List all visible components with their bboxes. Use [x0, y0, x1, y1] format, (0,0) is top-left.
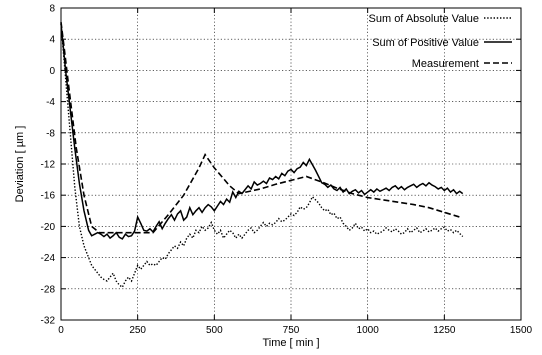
y-tick-label: -20: [41, 222, 56, 233]
legend-label-measurement: Measurement: [412, 58, 479, 70]
y-tick-label: -16: [41, 191, 56, 202]
y-tick-label: -4: [46, 97, 55, 108]
x-tick-label: 250: [129, 325, 146, 336]
x-tick-label: 1000: [357, 325, 380, 336]
tick-labels: 0 250 500 750 1000 1250 1500 8 4 0 -4 -8 -12 -16 -20 -2…: [41, 4, 533, 337]
y-tick-label: -12: [41, 160, 56, 171]
y-tick-label: -32: [41, 316, 56, 327]
y-tick-label: -8: [46, 128, 55, 139]
x-tick-label: 1500: [510, 325, 533, 336]
series-line-measurement: [60, 21, 460, 234]
y-tick-label: 8: [49, 4, 55, 15]
x-axis-label: Time [ min ]: [262, 337, 319, 349]
series-line-sum-of-positive-value: [60, 23, 464, 240]
y-tick-label: -24: [41, 253, 56, 264]
y-tick-label: 4: [49, 35, 55, 46]
y-axis-label: Deviation [ µm ]: [14, 126, 26, 203]
legend: Sum of Absolute Value Sum of Positive Val…: [369, 13, 512, 70]
series-line-sum-of-absolute-value: [60, 23, 464, 289]
grid: [61, 8, 521, 320]
axis-ticks: [60, 7, 522, 321]
plot-series: [60, 21, 464, 289]
x-tick-label: 500: [206, 325, 223, 336]
x-tick-label: 750: [283, 325, 300, 336]
x-tick-label: 1250: [433, 325, 456, 336]
legend-label-sum-of-positive-value: Sum of Positive Value: [372, 37, 479, 49]
x-tick-label: 0: [58, 325, 64, 336]
y-tick-label: 0: [49, 66, 55, 77]
y-tick-label: -28: [41, 284, 56, 295]
legend-label-sum-of-absolute-value: Sum of Absolute Value: [369, 13, 479, 25]
